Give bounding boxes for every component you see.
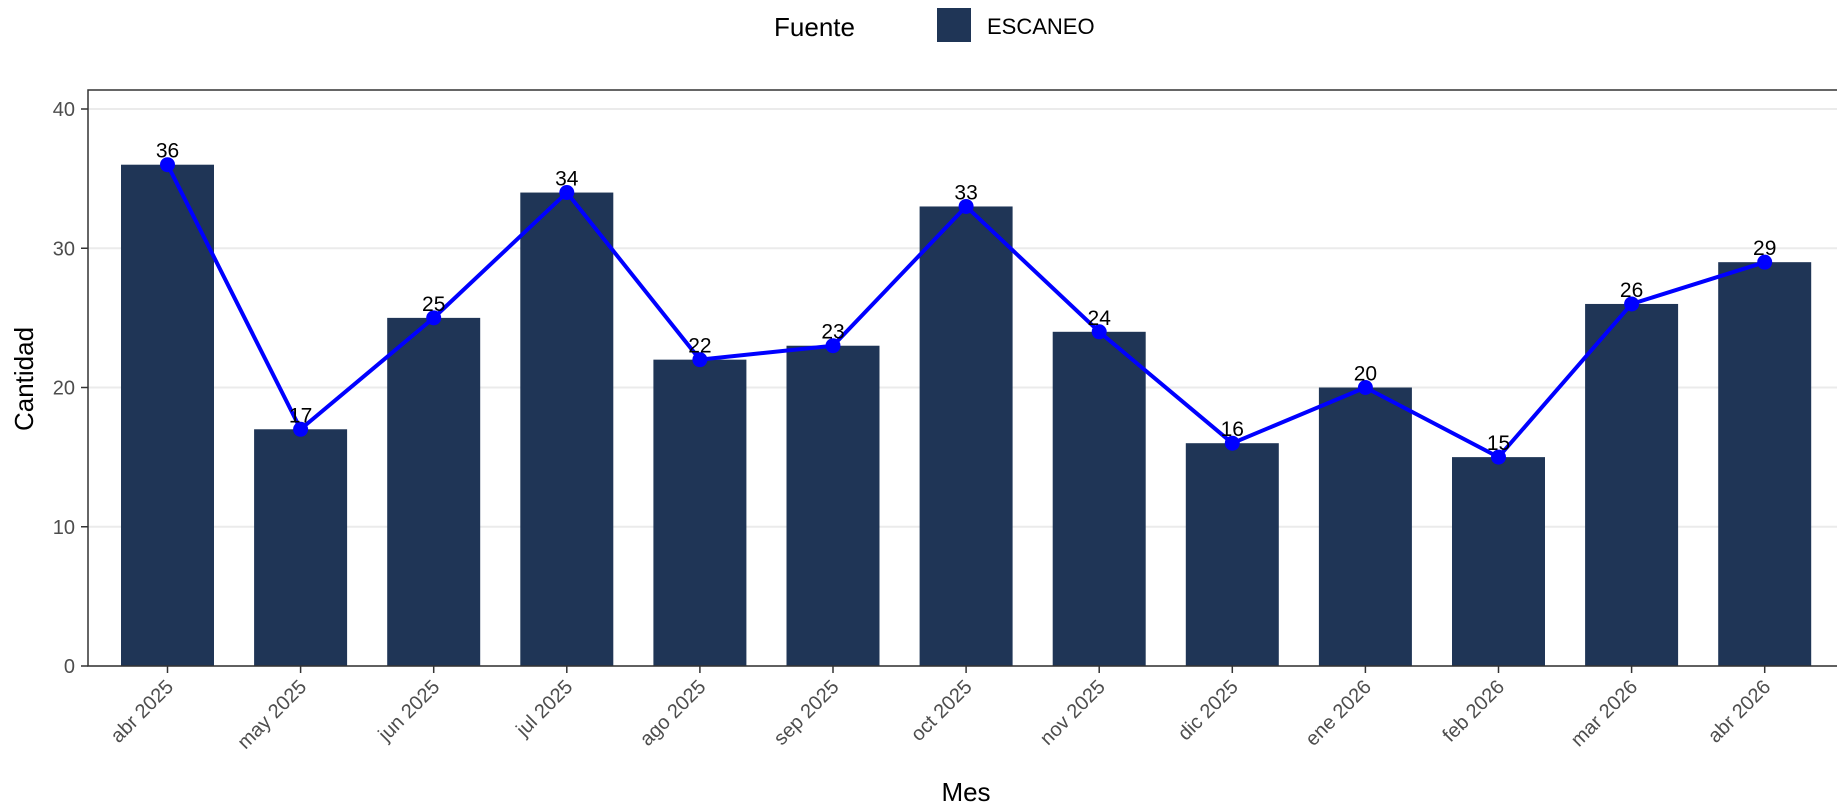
trend-point [293,421,309,437]
y-tick-label: 20 [53,378,75,400]
y-axis: 0 10 20 30 40 [53,99,88,678]
x-tick-label: abr 2026 [1704,676,1775,747]
trend-point [1357,380,1373,395]
data-label: 24 [1088,307,1112,330]
trend-point [1491,449,1506,465]
plot-panel: 36 17 25 34 22 23 33 24 16 20 15 26 29 [87,89,1837,667]
x-axis: abr 2025 may 2025 jun 2025 jul 2025 ago 2025… [107,666,1775,754]
bar [1452,457,1545,666]
trend-points [160,157,1773,465]
legend: Fuente ESCANEO [774,8,1095,42]
trend-point [559,185,575,201]
bars [121,164,1812,667]
x-tick-label: jul 2025 [512,676,578,742]
bar [254,429,348,666]
x-tick-label: dic 2025 [1174,676,1243,745]
bar [919,206,1013,666]
data-label: 15 [1487,432,1510,455]
data-label: 23 [821,321,844,344]
data-label: 17 [289,404,312,427]
bar [1052,331,1146,666]
y-tick-label: 0 [64,656,75,678]
data-label: 34 [555,168,579,191]
trend-point [692,352,708,368]
y-tick-label: 30 [53,238,75,260]
x-tick-label: feb 2026 [1438,676,1509,747]
x-tick-label: may 2025 [233,676,311,754]
data-label: 33 [954,181,977,204]
y-tick-label: 40 [53,99,75,121]
trend-point [1091,324,1107,340]
x-tick-label: sep 2025 [770,676,844,750]
x-tick-label: abr 2025 [107,676,178,747]
trend-point [1624,296,1640,312]
data-labels: 36 17 25 34 22 23 33 24 16 20 15 26 29 [156,140,1777,455]
data-label: 20 [1354,363,1377,386]
bar [121,164,214,666]
data-label: 25 [422,293,445,316]
x-tick-label: ago 2025 [636,676,711,751]
bar [786,345,880,666]
x-tick-label: ene 2026 [1301,676,1376,751]
bar [1718,262,1812,666]
legend-swatch [937,8,971,42]
data-label: 26 [1620,279,1643,302]
bar [387,317,481,666]
trend-point [1224,435,1240,451]
bar [1585,303,1679,666]
trend-point [958,198,974,214]
x-tick-label: mar 2026 [1567,676,1642,751]
x-axis-title: Mes [941,777,990,805]
data-label: 36 [156,140,179,163]
x-tick-label: nov 2025 [1036,676,1110,750]
legend-label: ESCANEO [987,14,1095,39]
y-tick-label: 10 [53,517,75,539]
trend-point [825,338,841,354]
data-label: 29 [1753,237,1776,260]
bar [653,359,747,666]
bar [520,192,614,667]
x-tick-label: jun 2025 [374,676,445,747]
trend-point [1757,254,1773,270]
trend-point [426,310,442,326]
data-label: 22 [688,335,711,358]
legend-title: Fuente [774,12,855,42]
trend-point [160,157,175,173]
y-axis-title: Cantidad [9,327,39,431]
bar [1318,387,1412,666]
panel-border [87,89,1837,667]
data-label: 16 [1221,418,1244,441]
bar [1185,443,1279,666]
x-tick-label: oct 2025 [907,676,977,746]
